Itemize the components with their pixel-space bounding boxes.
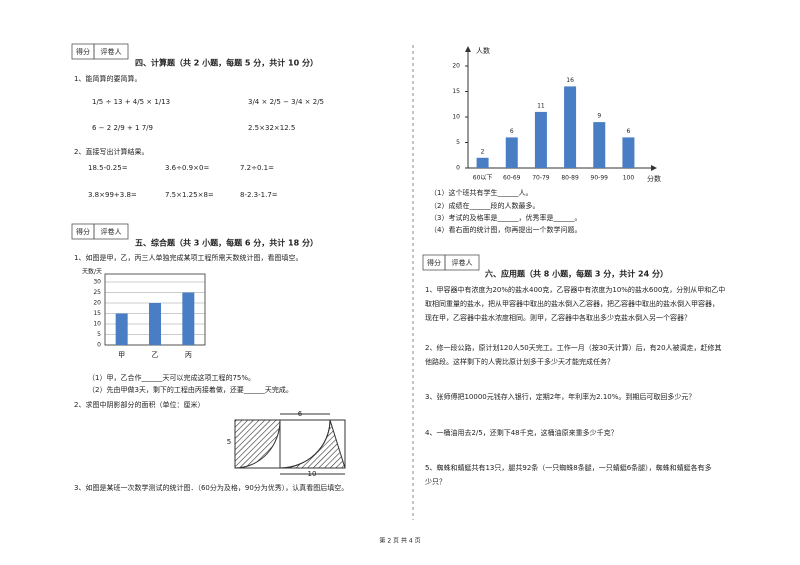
score-box: 得分 评卷人: [71, 223, 129, 240]
question-part: （2）先由甲做3天，剩下的工程由丙接着做，还要______天完成。: [88, 385, 293, 394]
question-part: （4）看右面的统计图，你再提出一个数学问题。: [430, 225, 581, 234]
bar: [564, 86, 577, 168]
score-box: 得分 评卷人: [71, 43, 129, 60]
question-part: （1）这个班共有学生______人。: [430, 188, 532, 197]
bar: [476, 157, 489, 168]
section-title: 五、综合题（共 3 小题，每题 6 分，共计 18 分）: [135, 238, 318, 248]
bar: [149, 303, 161, 345]
expression: 8-2.3-1.7=: [240, 191, 278, 199]
dimension-label: 6: [298, 410, 303, 418]
bar: [505, 137, 518, 168]
question-line: 他路段。这样剩下的人需比原计划多干多少天才能完成任务？: [425, 357, 614, 366]
score-label: 得分: [76, 47, 90, 56]
x-tick-label: 60以下: [473, 175, 493, 182]
grader-label: 评卷人: [101, 227, 122, 236]
x-arrow: [651, 165, 657, 171]
y-arrow: [465, 46, 471, 52]
question-part: （1）甲，乙合作______天可以完成这项工程的75%。: [88, 373, 255, 382]
x-tick-label: 80-89: [561, 175, 579, 182]
y-axis-label: 人数: [476, 46, 490, 55]
score-label: 得分: [76, 227, 90, 236]
y-tick-label: 15: [452, 88, 460, 95]
expression: 1/5 ÷ 13 + 4/5 × 1/13: [92, 98, 170, 106]
bar: [593, 122, 606, 168]
expression: 2.5×32×12.5: [248, 124, 295, 132]
value-label: 16: [566, 77, 574, 84]
y-tick-label: 0: [97, 342, 101, 349]
y-tick-label: 10: [452, 114, 460, 121]
questions: 1、甲容器中有浓度为20%的盐水400克，乙容器中有浓度为10%的盐水600克，…: [425, 285, 725, 486]
work-chart: 天数/天 0 5 10 15 20 25 30 甲 乙 丙: [82, 268, 206, 359]
expression: 3.8×99+3.8=: [88, 191, 137, 199]
question-part: （3）考试的及格率是______，优秀率是______。: [430, 213, 581, 222]
x-tick-label: 60-69: [503, 175, 521, 182]
x-tick-label: 甲: [118, 351, 125, 359]
y-tick-label: 10: [93, 321, 101, 328]
question: 3、如图是某班一次数学测试的统计图．（60分为及格，90分为优秀），认真看图后填…: [74, 483, 348, 492]
x-tick-label: 90-99: [591, 175, 609, 182]
value-label: 6: [627, 128, 631, 135]
expression: 7.5×1.25×8=: [165, 191, 214, 199]
score-label: 得分: [427, 258, 441, 267]
question-line: 2、修一段公路，原计划120人50天完工。工作一月（按30天计算）后，有20人被…: [425, 343, 722, 352]
score-box: 得分 评卷人: [422, 254, 480, 271]
dimension-label: 10: [308, 470, 317, 478]
y-tick-label: 20: [452, 63, 460, 70]
y-tick-label: 30: [93, 279, 101, 286]
question-line: 取相同重量的盐水，把从甲容器中取出的盐水倒入乙容器，把乙容器中取出的盐水倒入甲容…: [425, 299, 719, 308]
x-tick-label: 乙: [152, 351, 159, 359]
question-part: （2）成绩在______段的人数最多。: [430, 201, 539, 210]
question: 2、直接写出计算结果。: [74, 147, 148, 156]
question-line: 5、蜘蛛和蜻蜓共有13只，腿共92条（一只蜘蛛8条腿，一只蜻蜓6条腿），蜘蛛和蜻…: [425, 463, 712, 472]
bar: [534, 111, 547, 168]
question: 1、能简算的要简算。: [74, 74, 141, 83]
y-tick-label: 15: [93, 310, 101, 317]
x-tick-label: 丙: [185, 351, 192, 359]
grader-label: 评卷人: [452, 258, 473, 267]
expression: 7.2÷0.1=: [240, 164, 274, 172]
x-axis-label: 分数: [647, 174, 661, 183]
y-axis-label: 天数/天: [82, 268, 102, 276]
y-tick-label: 5: [456, 139, 460, 146]
bar: [182, 292, 195, 345]
expression: 3/4 × 2/5 − 3/4 × 2/5: [248, 98, 324, 106]
question: 1、如图是甲，乙，丙三人单独完成某项工程所需天数统计图，看图填空。: [74, 253, 302, 262]
x-tick-label: 70-79: [532, 175, 550, 182]
question-line: 4、一桶油用去2/5，还剩下48千克，这桶油原来重多少千克？: [425, 428, 618, 437]
question-line: 1、甲容器中有浓度为20%的盐水400克，乙容器中有浓度为10%的盐水600克，…: [425, 285, 725, 294]
value-label: 6: [510, 128, 514, 135]
page-footer: 第 2 页 共 4 页: [379, 537, 420, 545]
grader-label: 评卷人: [101, 47, 122, 56]
x-tick-label: 100: [623, 175, 635, 182]
y-tick-label: 5: [97, 331, 101, 338]
value-label: 2: [481, 148, 485, 155]
bar: [622, 137, 635, 168]
y-tick-label: 20: [93, 300, 101, 307]
expression: 18.5-0.25=: [88, 164, 128, 172]
section-title: 四、计算题（共 2 小题，每题 5 分，共计 10 分）: [135, 58, 318, 68]
question-line: 现在甲，乙容器中盐水浓度相同。则甲，乙容器中各取出多少克盐水倒入另一个容器？: [425, 313, 691, 322]
y-tick-label: 0: [456, 165, 460, 172]
question-line: 3、张师傅把10000元钱存入银行，定期2年，年利率为2.10%。到期后可取回多…: [425, 392, 695, 401]
bar: [115, 313, 128, 345]
question: 2、求图中阴影部分的面积（单位：厘米）: [74, 400, 204, 409]
expression: 6 − 2 2/9 + 1 7/9: [92, 124, 153, 132]
value-label: 9: [597, 113, 601, 120]
y-tick-label: 25: [93, 289, 101, 296]
section-title: 六、应用题（共 8 小题，每题 3 分，共计 24 分）: [485, 269, 668, 279]
expression: 3.6÷0.9×0=: [165, 164, 209, 172]
value-label: 11: [537, 102, 545, 109]
shaded-figure: 6 5 10: [227, 410, 346, 478]
question-line: 少只？: [425, 478, 446, 486]
dimension-label: 5: [227, 438, 231, 446]
